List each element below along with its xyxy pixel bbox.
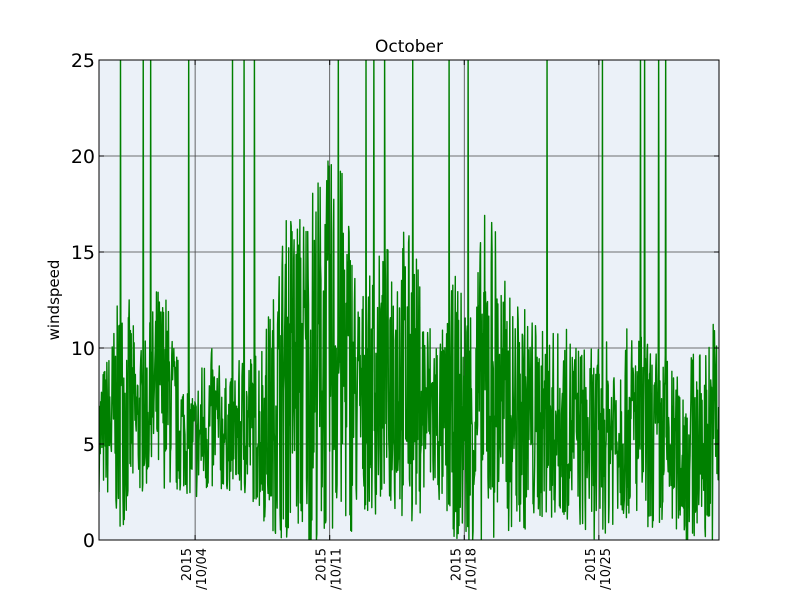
x-tick-label: 2015/10/11 <box>315 548 345 590</box>
svg-text:2015/10/11: 2015/10/11 <box>315 548 345 590</box>
svg-text:2015/10/25: 2015/10/25 <box>584 548 614 590</box>
windspeed-line <box>99 60 719 540</box>
y-tick-label: 10 <box>71 338 95 360</box>
x-ticks: 2015/10/04 2015/10/11 2015/10/18 2015/10/25 <box>180 60 614 590</box>
y-tick-label: 15 <box>71 242 95 264</box>
y-tick-label: 20 <box>71 146 95 168</box>
plot-frame <box>98 59 720 541</box>
x-tick-label: 2015/10/25 <box>584 548 614 590</box>
chart-title: October <box>375 37 443 57</box>
svg-text:2015/10/04: 2015/10/04 <box>180 548 210 590</box>
y-tick-label: 0 <box>83 530 95 552</box>
y-tick-label: 5 <box>83 434 95 456</box>
y-ticks: 0 5 10 15 20 25 <box>71 50 719 552</box>
svg-text:2015/10/18: 2015/10/18 <box>449 548 479 590</box>
x-tick-label: 2015/10/18 <box>449 548 479 590</box>
x-tick-label: 2015/10/04 <box>180 548 210 590</box>
series-layer <box>99 60 719 540</box>
y-tick-label: 25 <box>71 50 95 72</box>
y-axis-label: windspeed <box>45 260 63 341</box>
